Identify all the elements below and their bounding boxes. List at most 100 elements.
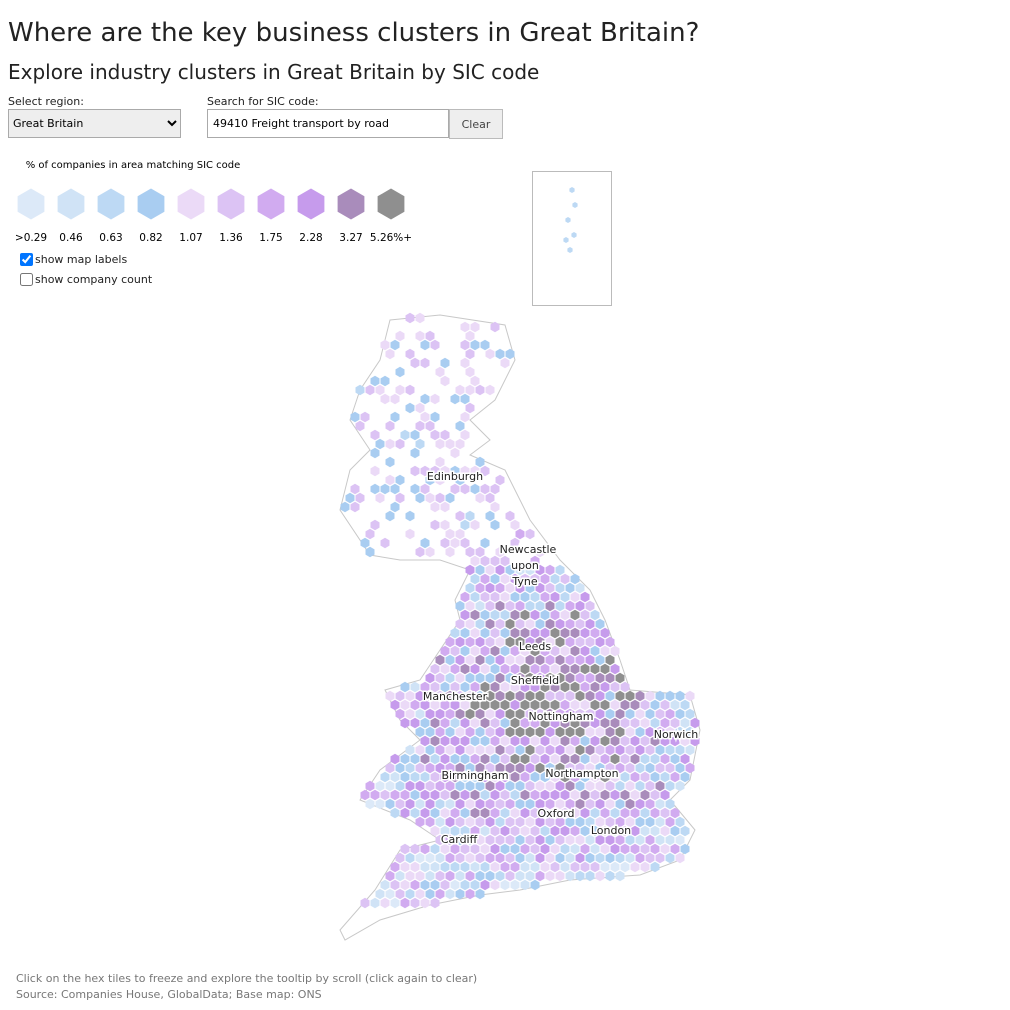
map-hex[interactable] xyxy=(565,726,575,738)
map-hex[interactable] xyxy=(465,744,475,756)
map-hex[interactable] xyxy=(630,861,640,873)
map-hex[interactable] xyxy=(445,672,455,684)
map-hex[interactable] xyxy=(445,492,455,504)
map-hex[interactable] xyxy=(670,843,680,855)
map-hex[interactable] xyxy=(360,789,370,801)
map-hex[interactable] xyxy=(545,852,555,864)
map-hex[interactable] xyxy=(510,609,520,621)
map-hex[interactable] xyxy=(425,852,435,864)
map-hex[interactable] xyxy=(605,780,615,792)
map-hex[interactable] xyxy=(385,780,395,792)
map-hex[interactable] xyxy=(410,771,420,783)
map-hex[interactable] xyxy=(470,789,480,801)
map-hex[interactable] xyxy=(410,879,420,891)
map-hex[interactable] xyxy=(600,843,610,855)
map-hex[interactable] xyxy=(515,744,525,756)
map-hex[interactable] xyxy=(410,843,420,855)
map-hex[interactable] xyxy=(400,843,410,855)
map-hex[interactable] xyxy=(680,735,690,747)
map-hex[interactable] xyxy=(460,681,470,693)
map-hex[interactable] xyxy=(365,528,375,540)
map-hex[interactable] xyxy=(610,807,620,819)
map-hex[interactable] xyxy=(660,807,670,819)
map-hex[interactable] xyxy=(425,726,435,738)
map-hex[interactable] xyxy=(605,690,615,702)
map-hex[interactable] xyxy=(550,717,560,729)
map-hex[interactable] xyxy=(510,699,520,711)
map-hex[interactable] xyxy=(595,672,605,684)
map-hex[interactable] xyxy=(560,825,570,837)
map-hex[interactable] xyxy=(460,663,470,675)
map-hex[interactable] xyxy=(455,708,465,720)
map-hex[interactable] xyxy=(520,591,530,603)
map-hex[interactable] xyxy=(510,663,520,675)
map-hex[interactable] xyxy=(560,861,570,873)
map-hex[interactable] xyxy=(385,348,395,360)
map-hex[interactable] xyxy=(390,393,400,405)
map-hex[interactable] xyxy=(410,429,420,441)
map-hex[interactable] xyxy=(430,663,440,675)
map-hex[interactable] xyxy=(490,681,500,693)
map-hex[interactable] xyxy=(505,780,515,792)
map-hex[interactable] xyxy=(460,609,470,621)
map-hex[interactable] xyxy=(495,816,505,828)
map-hex[interactable] xyxy=(560,645,570,657)
map-hex[interactable] xyxy=(480,789,490,801)
map-hex[interactable] xyxy=(405,528,415,540)
map-hex[interactable] xyxy=(660,717,670,729)
map-hex[interactable] xyxy=(580,771,590,783)
map-hex[interactable] xyxy=(505,672,515,684)
map-hex[interactable] xyxy=(485,762,495,774)
map-hex[interactable] xyxy=(610,699,620,711)
map-hex[interactable] xyxy=(470,699,480,711)
map-hex[interactable] xyxy=(635,744,645,756)
map-hex[interactable] xyxy=(530,753,540,765)
map-hex[interactable] xyxy=(470,681,480,693)
map-hex[interactable] xyxy=(470,627,480,639)
map-hex[interactable] xyxy=(410,465,420,477)
map-hex[interactable] xyxy=(605,708,615,720)
map-hex[interactable] xyxy=(475,744,485,756)
map-hex[interactable] xyxy=(565,744,575,756)
map-hex[interactable] xyxy=(605,636,615,648)
map-hex[interactable] xyxy=(420,861,430,873)
map-hex[interactable] xyxy=(435,744,445,756)
map-hex[interactable] xyxy=(580,699,590,711)
map-hex[interactable] xyxy=(520,807,530,819)
map-hex[interactable] xyxy=(450,537,460,549)
map-hex[interactable] xyxy=(545,636,555,648)
map-hex[interactable] xyxy=(490,753,500,765)
map-hex[interactable] xyxy=(435,888,445,900)
map-hex[interactable] xyxy=(350,501,360,513)
map-hex[interactable] xyxy=(530,627,540,639)
map-hex[interactable] xyxy=(585,672,595,684)
map-hex[interactable] xyxy=(505,564,515,576)
map-hex[interactable] xyxy=(465,384,475,396)
map-hex[interactable] xyxy=(550,735,560,747)
map-hex[interactable] xyxy=(645,690,655,702)
map-hex[interactable] xyxy=(575,870,585,882)
map-hex[interactable] xyxy=(540,789,550,801)
map-hex[interactable] xyxy=(545,582,555,594)
map-hex[interactable] xyxy=(520,663,530,675)
map-hex[interactable] xyxy=(545,744,555,756)
map-hex[interactable] xyxy=(475,708,485,720)
map-hex[interactable] xyxy=(465,654,475,666)
map-hex[interactable] xyxy=(555,582,565,594)
map-hex[interactable] xyxy=(470,339,480,351)
map-hex[interactable] xyxy=(460,735,470,747)
map-hex[interactable] xyxy=(515,636,525,648)
map-hex[interactable] xyxy=(390,789,400,801)
map-hex[interactable] xyxy=(535,600,545,612)
map-hex[interactable] xyxy=(415,546,425,558)
map-hex[interactable] xyxy=(570,627,580,639)
map-hex[interactable] xyxy=(390,897,400,909)
map-hex[interactable] xyxy=(640,771,650,783)
map-hex[interactable] xyxy=(550,591,560,603)
map-hex[interactable] xyxy=(530,663,540,675)
map-hex[interactable] xyxy=(430,339,440,351)
map-hex[interactable] xyxy=(560,663,570,675)
map-hex[interactable] xyxy=(560,789,570,801)
map-hex[interactable] xyxy=(425,420,435,432)
map-hex[interactable] xyxy=(460,465,470,477)
